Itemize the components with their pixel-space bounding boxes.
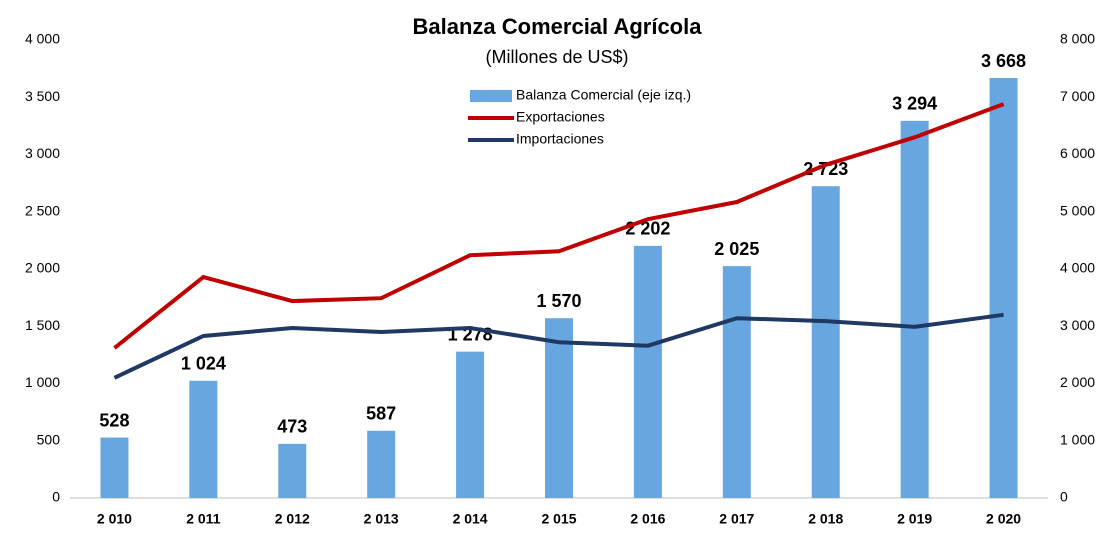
legend-label: Importaciones: [516, 131, 604, 147]
line: [113, 312, 1004, 380]
chart-subtitle: (Millones de US$): [485, 47, 628, 67]
bar: [722, 266, 751, 498]
y2-tick-label: 7 000: [1060, 88, 1095, 104]
data-label: 2 202: [625, 219, 670, 239]
x-tick-label: 2 013: [364, 511, 399, 527]
bar: [811, 186, 840, 499]
y2-tick-label: 5 000: [1060, 202, 1095, 218]
y2-tick-label: 3 000: [1060, 317, 1095, 333]
x-tick-label: 2 010: [97, 511, 132, 527]
bar: [545, 318, 573, 498]
y-tick-label: 2 500: [25, 202, 60, 218]
y2-tick-label: 4 000: [1060, 260, 1095, 276]
data-label: 1 024: [181, 354, 226, 374]
line: [113, 102, 1005, 350]
y-tick-label: 3 000: [25, 145, 60, 161]
data-label: 587: [366, 404, 396, 424]
data-label: 3 668: [981, 51, 1026, 71]
data-label: 473: [277, 417, 307, 437]
bar: [989, 78, 1018, 498]
legend-label: Exportaciones: [516, 109, 605, 125]
y-tick-label: 4 000: [25, 31, 60, 47]
data-label: 1 570: [536, 291, 581, 311]
x-tick-label: 2 016: [630, 511, 665, 527]
data-label: 528: [99, 410, 129, 430]
y-tick-label: 2 000: [25, 260, 60, 276]
y2-tick-label: 2 000: [1060, 374, 1095, 390]
bar: [900, 120, 929, 498]
y-tick-label: 1 000: [25, 374, 60, 390]
bar: [633, 245, 662, 498]
x-tick-label: 2 020: [986, 511, 1021, 527]
y2-tick-label: 0: [1060, 489, 1068, 505]
x-tick-label: 2 017: [719, 511, 754, 527]
bar: [278, 443, 307, 498]
y2-tick-label: 6 000: [1060, 145, 1095, 161]
y2-tick-label: 8 000: [1060, 31, 1095, 47]
legend-label: Balanza Comercial (eje izq.): [516, 87, 691, 103]
x-tick-label: 2 019: [897, 511, 932, 527]
x-tick-label: 2 011: [186, 511, 220, 527]
data-label: 3 294: [892, 94, 937, 114]
x-tick-label: 2 018: [808, 511, 843, 527]
bar: [367, 430, 396, 498]
data-label: 2 723: [803, 159, 848, 179]
bar: [456, 351, 485, 498]
legend-swatch: [470, 90, 512, 102]
y-tick-label: 1 500: [25, 317, 60, 333]
data-label: 2 025: [714, 239, 759, 259]
x-tick-label: 2 012: [275, 511, 310, 527]
x-tick-label: 2 014: [453, 511, 488, 527]
y-tick-label: 3 500: [25, 88, 60, 104]
y-tick-label: 500: [37, 431, 61, 447]
x-tick-label: 2 015: [541, 511, 576, 527]
y2-tick-label: 1 000: [1060, 431, 1095, 447]
bar: [100, 437, 129, 498]
chart-title: Balanza Comercial Agrícola: [413, 14, 703, 39]
y-tick-label: 0: [52, 489, 60, 505]
bar: [189, 380, 218, 498]
